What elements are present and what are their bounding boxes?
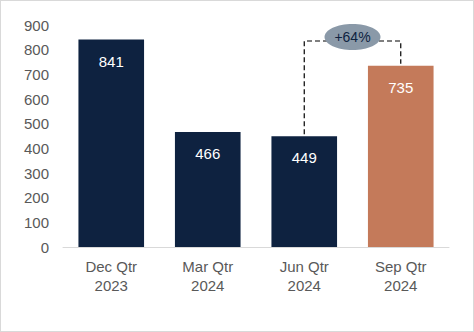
- svg-text:600: 600: [24, 91, 49, 108]
- svg-text:300: 300: [24, 165, 49, 182]
- svg-text:735: 735: [388, 79, 413, 96]
- svg-text:2024: 2024: [288, 277, 321, 294]
- svg-text:0: 0: [41, 239, 49, 256]
- svg-text:Dec Qtr: Dec Qtr: [85, 258, 137, 275]
- svg-text:2024: 2024: [191, 277, 224, 294]
- svg-text:Sep Qtr: Sep Qtr: [375, 258, 427, 275]
- svg-text:449: 449: [292, 149, 317, 166]
- svg-text:800: 800: [24, 41, 49, 58]
- svg-text:100: 100: [24, 214, 49, 231]
- svg-text:Mar Qtr: Mar Qtr: [182, 258, 233, 275]
- svg-text:900: 900: [24, 17, 49, 34]
- svg-text:2023: 2023: [95, 277, 128, 294]
- svg-text:700: 700: [24, 66, 49, 83]
- svg-text:841: 841: [99, 53, 124, 70]
- svg-text:200: 200: [24, 189, 49, 206]
- svg-text:500: 500: [24, 115, 49, 132]
- svg-text:+64%: +64%: [334, 29, 370, 45]
- svg-text:Jun Qtr: Jun Qtr: [280, 258, 329, 275]
- svg-text:400: 400: [24, 140, 49, 157]
- svg-text:466: 466: [195, 145, 220, 162]
- svg-text:2024: 2024: [384, 277, 417, 294]
